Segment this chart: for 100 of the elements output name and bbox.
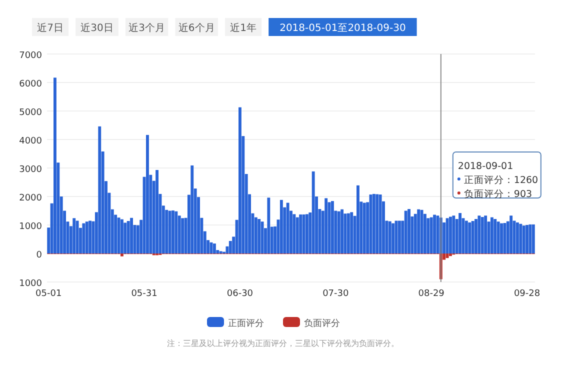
bar [346,213,350,254]
bar [464,220,468,254]
bar [446,218,449,254]
bar [503,223,506,254]
annotation: 正面评分：1260 [464,174,538,186]
annotation: 2018-09-01 [458,161,514,172]
bar [392,223,395,254]
bar [296,217,299,254]
bar [449,254,452,256]
bar [372,194,376,254]
y-tick-label: 0 [36,250,42,260]
bar [181,218,184,254]
bar [330,201,334,254]
bar [378,194,382,254]
x-tick-label: 08-29 [418,289,445,299]
bar [238,107,242,254]
bar [426,218,430,254]
bar [433,214,436,254]
bar [292,214,296,254]
bar [299,214,302,254]
bar [124,222,127,254]
bar [72,218,76,254]
bar [337,211,340,254]
y-tick-label: 1000 [19,222,42,232]
bar [474,219,478,254]
bar [258,219,261,254]
bar [532,224,535,254]
bar [510,216,513,254]
bar [452,216,456,254]
bar [398,220,401,254]
bar [126,221,130,254]
bar [404,210,408,254]
bar [76,220,79,254]
y-tick-label: 7000 [19,51,42,61]
legend-label: 负面评分 [304,318,340,329]
x-tick-label: 06-30 [226,289,254,299]
bar [120,254,124,256]
bar [280,200,283,254]
x-tick-label: 05-31 [131,289,158,299]
y-tick-label: 4000 [19,136,42,146]
bar [490,217,494,254]
bar [522,226,526,254]
bar [494,219,497,254]
bar [172,210,174,254]
bar [500,223,503,254]
bar [480,217,484,254]
bar [458,213,462,254]
bar [388,221,392,254]
bar [340,209,344,254]
bar [82,223,86,254]
bar [120,219,124,254]
bar [178,216,181,254]
bar [305,214,308,254]
x-tick-label: 09-28 [514,289,540,299]
bar [350,212,354,254]
bar [414,214,417,254]
bar [446,254,449,258]
x-tick-label: 07-30 [322,289,349,299]
tooltip: 2018-09-01 正面评分：1260 负面评分：903 [452,152,542,200]
bar [212,244,216,254]
bar [526,225,528,254]
bar [430,217,433,254]
bar [408,209,410,254]
bar [478,216,481,254]
bar [324,198,328,254]
bar [471,221,474,254]
y-tick-label: 3000 [19,165,42,175]
bar [312,171,315,254]
bar [267,198,270,254]
bar [496,222,500,254]
x-tick-label: 05-01 [36,289,62,299]
bar [516,222,519,254]
bar [156,170,159,254]
bar [260,222,264,254]
legend-label: 正面评分 [228,318,264,329]
bar [168,210,172,254]
bar [228,240,232,254]
bar [468,222,472,254]
bar [165,210,168,254]
bar [98,126,102,254]
bar [376,194,379,254]
y-tick-label: 5000 [19,108,42,118]
text: 注：三星及以上评分视为正面评分，三星以下评分视为负面评分。 [167,339,399,348]
bar [362,202,366,254]
bar [356,185,360,254]
bar [528,224,532,254]
bar [449,216,452,254]
bar [417,209,420,254]
bar [519,224,522,254]
y-tick-label: 2000 [19,194,42,204]
bar [88,220,92,254]
bar [85,222,88,254]
bar [54,78,56,254]
bar [190,165,194,254]
y-tick-label: 6000 [19,80,42,90]
bar [423,214,426,254]
bar [174,211,178,254]
y-tick-label: 1000 [19,279,42,289]
bar [286,202,290,254]
annotation: 负面评分：903 [464,188,532,200]
